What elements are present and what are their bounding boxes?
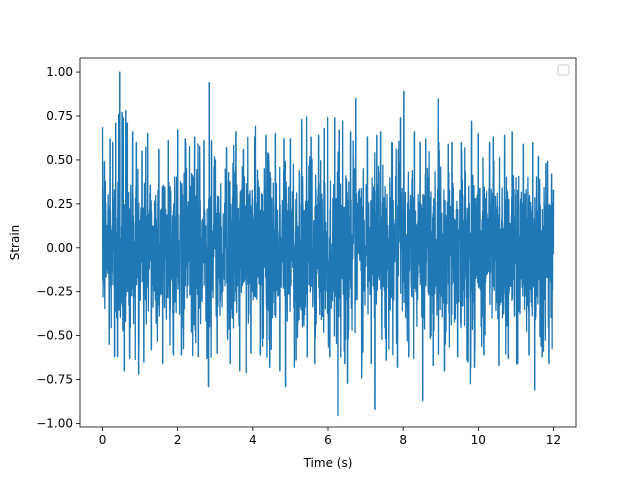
x-tick-label: 0: [99, 433, 107, 447]
y-tick-label: −1.00: [36, 416, 73, 430]
x-tick-label: 10: [471, 433, 486, 447]
y-axis-label: Strain: [8, 225, 22, 261]
y-tick-label: −0.75: [36, 373, 73, 387]
plot-layer: [101, 71, 555, 417]
x-tick-label: 8: [399, 433, 407, 447]
y-tick-label: 0.25: [46, 197, 73, 211]
y-tick-label: 0.50: [46, 153, 73, 167]
axes-layer: 0 2 4 6 8 10 12 −1.00 −0.75 −0.50 −0.25 0.00 0.25 0.5…: [36, 65, 561, 447]
legend-box: [557, 64, 570, 76]
y-tick-label: 0.00: [46, 241, 73, 255]
strain-series-line: [101, 71, 555, 417]
y-tick-label: −0.25: [36, 285, 73, 299]
x-tick-label: 2: [174, 433, 182, 447]
y-tick-label: −0.50: [36, 329, 73, 343]
y-tick-label: 1.00: [46, 65, 73, 79]
x-tick-label: 6: [324, 433, 332, 447]
plot-frame: [79, 57, 577, 428]
x-tick-label: 4: [249, 433, 257, 447]
x-tick-label: 12: [546, 433, 561, 447]
x-axis-label: Time (s): [303, 456, 353, 470]
y-tick-label: 0.75: [46, 109, 73, 123]
